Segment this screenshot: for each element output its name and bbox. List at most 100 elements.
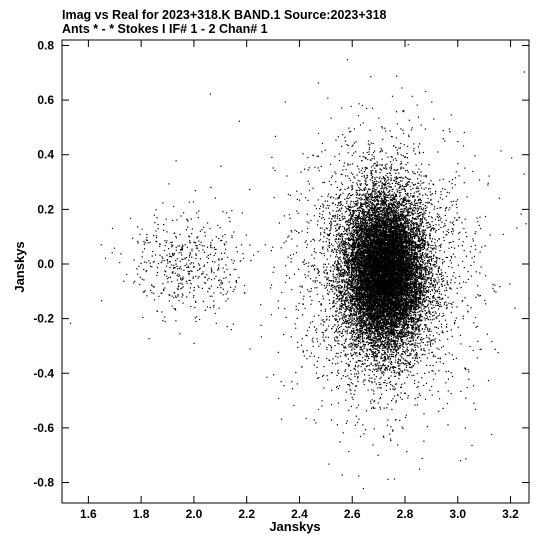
scatter-point <box>334 204 337 206</box>
scatter-point <box>435 312 437 314</box>
scatter-point <box>380 218 382 220</box>
scatter-point <box>390 212 392 214</box>
scatter-point <box>361 298 364 301</box>
scatter-point <box>374 345 376 347</box>
scatter-point <box>407 210 409 212</box>
scatter-point <box>354 210 357 212</box>
scatter-point <box>388 226 390 228</box>
scatter-point <box>357 344 359 346</box>
scatter-point <box>370 228 372 230</box>
scatter-point <box>387 179 389 181</box>
scatter-point <box>404 353 407 355</box>
scatter-point <box>413 196 415 198</box>
scatter-point <box>356 307 359 309</box>
scatter-point <box>375 316 377 318</box>
scatter-point <box>390 330 392 332</box>
scatter-point <box>350 283 352 285</box>
scatter-point <box>344 248 347 250</box>
scatter-point <box>447 229 449 231</box>
scatter-point <box>381 293 383 295</box>
scatter-point <box>403 239 405 241</box>
scatter-point <box>393 230 395 232</box>
scatter-point <box>416 259 418 262</box>
scatter-point <box>414 205 417 207</box>
scatter-point <box>356 266 358 268</box>
scatter-point <box>394 211 396 213</box>
scatter-point <box>386 248 388 250</box>
scatter-point <box>424 235 426 237</box>
scatter-point <box>412 297 415 299</box>
scatter-point <box>416 254 418 256</box>
scatter-point <box>408 284 410 286</box>
scatter-point <box>372 318 375 320</box>
scatter-point <box>409 300 411 302</box>
scatter-point <box>342 344 344 346</box>
scatter-point <box>356 204 358 206</box>
scatter-point <box>350 308 352 310</box>
scatter-point <box>352 232 354 234</box>
scatter-point <box>393 201 395 203</box>
scatter-point <box>343 317 345 319</box>
scatter-point <box>424 217 426 219</box>
scatter-point <box>345 298 347 300</box>
scatter-point <box>388 190 391 192</box>
scatter-point <box>355 226 358 228</box>
scatter-point <box>408 240 410 242</box>
scatter-point <box>353 217 356 219</box>
scatter-point <box>403 214 405 216</box>
scatter-point <box>368 247 370 249</box>
scatter-point <box>355 151 357 153</box>
scatter-point <box>380 202 382 204</box>
scatter-point <box>360 354 362 356</box>
scatter-point <box>421 291 423 293</box>
scatter-point <box>408 239 411 241</box>
scatter-point <box>382 360 384 362</box>
scatter-point <box>360 310 362 312</box>
scatter-point <box>412 241 414 244</box>
scatter-point <box>362 291 364 293</box>
scatter-point <box>334 288 336 290</box>
scatter-point <box>356 320 358 322</box>
scatter-point <box>407 297 409 299</box>
scatter-point <box>359 155 361 157</box>
scatter-point <box>354 265 356 267</box>
scatter-point <box>400 336 402 338</box>
scatter-point <box>336 307 338 309</box>
scatter-point <box>431 319 433 321</box>
scatter-point <box>385 226 387 228</box>
scatter-point <box>455 203 457 205</box>
scatter-point <box>368 209 371 212</box>
scatter-point <box>348 315 350 318</box>
scatter-point <box>370 238 372 240</box>
scatter-point <box>340 302 342 304</box>
scatter-point <box>399 234 401 236</box>
scatter-point <box>388 194 390 196</box>
scatter-point <box>380 341 383 343</box>
scatter-point <box>397 201 399 203</box>
scatter-point <box>379 337 382 340</box>
scatter-point <box>415 202 418 204</box>
scatter-point <box>421 253 424 255</box>
scatter-point <box>388 215 390 217</box>
scatter-point <box>367 251 369 253</box>
scatter-point <box>414 293 416 295</box>
scatter-point <box>418 299 420 301</box>
scatter-point <box>415 304 417 306</box>
scatter-point <box>357 292 359 294</box>
scatter-point <box>416 355 418 357</box>
scatter-point <box>348 323 350 325</box>
scatter-point <box>417 280 419 282</box>
scatter-point <box>405 302 407 304</box>
scatter-point <box>407 283 409 285</box>
scatter-point <box>350 313 352 315</box>
scatter-point <box>403 275 405 277</box>
scatter-point <box>412 187 414 189</box>
scatter-point <box>420 255 423 257</box>
scatter-point <box>398 184 400 186</box>
scatter-point <box>357 245 359 247</box>
scatter-point <box>364 230 366 232</box>
scatter-point <box>339 290 341 292</box>
scatter-point <box>353 331 355 333</box>
scatter-point <box>344 291 346 293</box>
scatter-point <box>365 285 367 287</box>
